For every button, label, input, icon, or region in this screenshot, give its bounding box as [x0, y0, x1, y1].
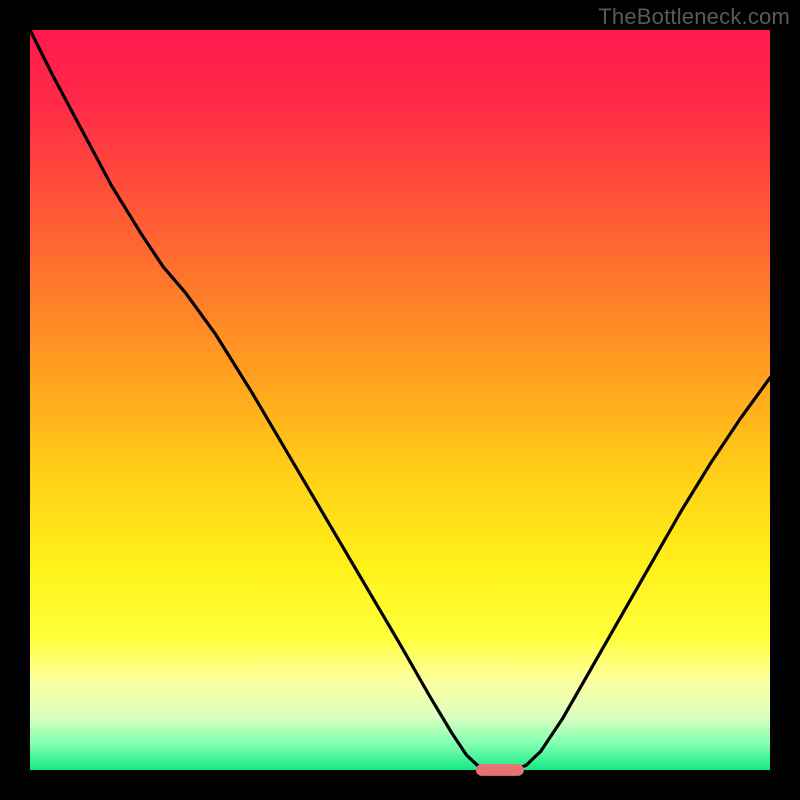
heat-area [30, 30, 770, 770]
watermark-text: TheBottleneck.com [598, 4, 790, 30]
optimum-marker [476, 764, 524, 776]
bottleneck-chart [0, 0, 800, 800]
figure-root: TheBottleneck.com [0, 0, 800, 800]
